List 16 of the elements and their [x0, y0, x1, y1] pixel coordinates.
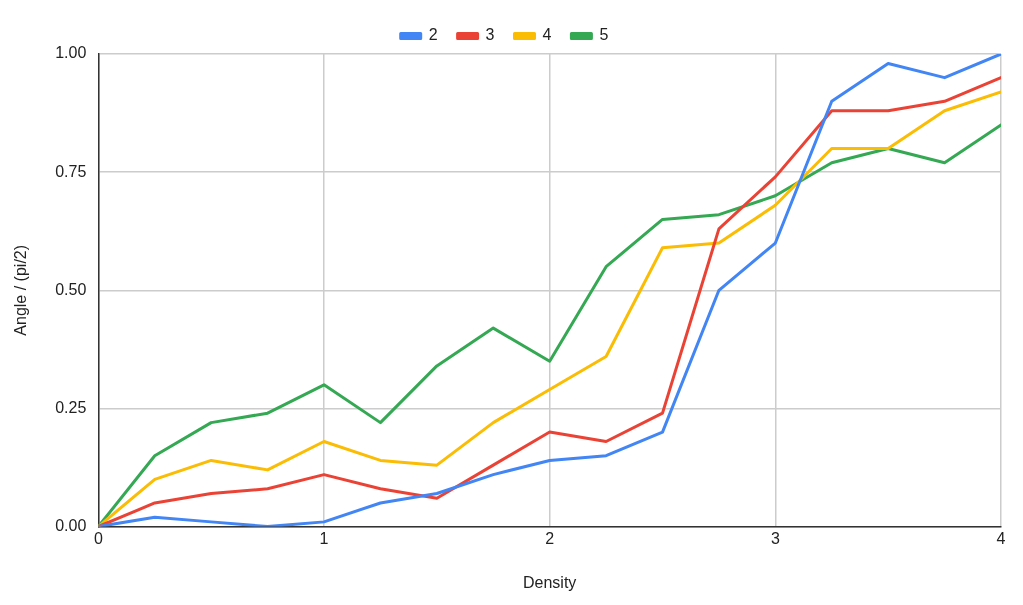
x-tick-label: 3 — [770, 529, 780, 547]
y-tick-label: 0.25 — [55, 398, 87, 416]
y-axis-title: Angle / (pi/2) — [12, 244, 30, 336]
legend-label: 4 — [542, 26, 552, 44]
legend-label: 3 — [485, 26, 495, 44]
x-tick-label: 1 — [319, 529, 329, 547]
y-tick-label: 0.50 — [55, 280, 87, 298]
x-tick-label: 0 — [93, 529, 103, 547]
legend-label: 5 — [599, 26, 609, 44]
y-tick-label: 1.00 — [55, 44, 87, 62]
y-tick-label: 0.75 — [55, 162, 87, 180]
x-tick-label: 2 — [545, 529, 555, 547]
y-tick-label: 0.00 — [55, 517, 87, 535]
legend-label: 2 — [428, 26, 438, 44]
x-axis-title: Density — [522, 573, 577, 591]
x-tick-label: 4 — [996, 529, 1006, 547]
